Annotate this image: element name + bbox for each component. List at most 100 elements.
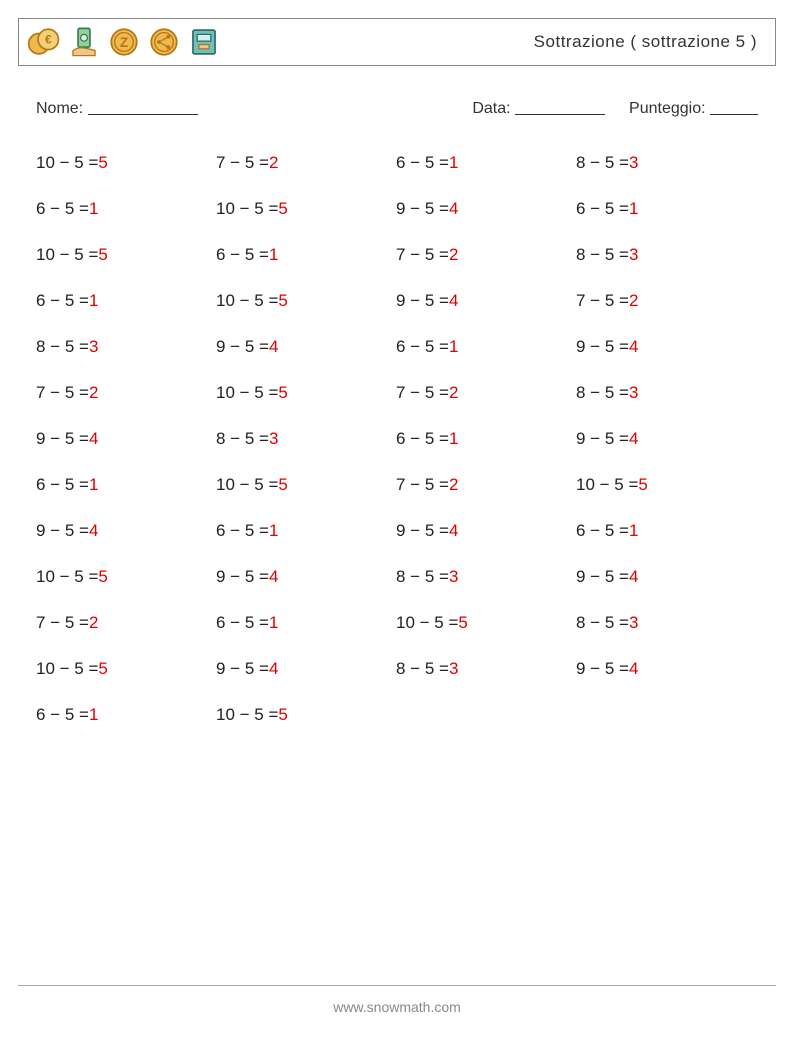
equation-text: 9 − 5 = bbox=[576, 337, 629, 357]
problem-cell: 6 − 5 = 1 bbox=[216, 232, 396, 278]
equation-text: 10 − 5 = bbox=[396, 613, 458, 633]
answer-text: 3 bbox=[89, 337, 98, 357]
nome-field: Nome: bbox=[36, 96, 198, 118]
problem-cell: 6 − 5 = 1 bbox=[36, 462, 216, 508]
problem-cell: 9 − 5 = 4 bbox=[36, 416, 216, 462]
problem-cell: 10 − 5 = 5 bbox=[216, 186, 396, 232]
problem-row: 9 − 5 = 46 − 5 = 19 − 5 = 46 − 5 = 1 bbox=[36, 508, 758, 554]
answer-text: 4 bbox=[269, 659, 278, 679]
equation-text: 6 − 5 = bbox=[576, 521, 629, 541]
problem-row: 7 − 5 = 210 − 5 = 57 − 5 = 28 − 5 = 3 bbox=[36, 370, 758, 416]
z-coin-icon: Z bbox=[107, 25, 141, 59]
problem-cell: 6 − 5 = 1 bbox=[396, 416, 576, 462]
answer-text: 3 bbox=[629, 153, 638, 173]
equation-text: 8 − 5 = bbox=[216, 429, 269, 449]
problem-cell: 7 − 5 = 2 bbox=[396, 232, 576, 278]
problem-cell: 6 − 5 = 1 bbox=[216, 508, 396, 554]
nome-blank bbox=[88, 98, 198, 115]
data-blank bbox=[515, 98, 605, 115]
svg-text:€: € bbox=[45, 33, 52, 47]
problem-cell: 6 − 5 = 1 bbox=[36, 692, 216, 738]
answer-text: 4 bbox=[89, 429, 98, 449]
answer-text: 4 bbox=[629, 429, 638, 449]
answer-text: 2 bbox=[629, 291, 638, 311]
info-line: Nome: Data: Punteggio: bbox=[36, 96, 758, 118]
problem-cell bbox=[576, 692, 756, 738]
problem-row: 6 − 5 = 110 − 5 = 59 − 5 = 46 − 5 = 1 bbox=[36, 186, 758, 232]
icon-row: € Z bbox=[27, 25, 221, 59]
problem-cell: 6 − 5 = 1 bbox=[36, 186, 216, 232]
answer-text: 1 bbox=[449, 337, 458, 357]
problem-row: 6 − 5 = 110 − 5 = 57 − 5 = 210 − 5 = 5 bbox=[36, 462, 758, 508]
answer-text: 1 bbox=[269, 521, 278, 541]
answer-text: 4 bbox=[449, 521, 458, 541]
answer-text: 5 bbox=[638, 475, 647, 495]
equation-text: 8 − 5 = bbox=[36, 337, 89, 357]
problem-cell: 9 − 5 = 4 bbox=[576, 324, 756, 370]
data-field: Data: bbox=[472, 96, 605, 118]
problem-cell: 8 − 5 = 3 bbox=[396, 646, 576, 692]
problem-cell: 9 − 5 = 4 bbox=[216, 554, 396, 600]
answer-text: 5 bbox=[98, 567, 107, 587]
equation-text: 9 − 5 = bbox=[576, 659, 629, 679]
problem-cell: 6 − 5 = 1 bbox=[396, 324, 576, 370]
equation-text: 6 − 5 = bbox=[216, 613, 269, 633]
equation-text: 10 − 5 = bbox=[576, 475, 638, 495]
atm-icon bbox=[187, 25, 221, 59]
equation-text: 6 − 5 = bbox=[36, 475, 89, 495]
answer-text: 4 bbox=[449, 291, 458, 311]
equation-text: 7 − 5 = bbox=[396, 383, 449, 403]
equation-text: 7 − 5 = bbox=[396, 245, 449, 265]
footer-rule bbox=[18, 985, 776, 987]
answer-text: 1 bbox=[449, 153, 458, 173]
nome-label: Nome: bbox=[36, 100, 83, 117]
punteggio-field: Punteggio: bbox=[605, 96, 758, 118]
equation-text: 7 − 5 = bbox=[576, 291, 629, 311]
equation-text: 8 − 5 = bbox=[396, 567, 449, 587]
answer-text: 2 bbox=[89, 613, 98, 633]
equation-text: 9 − 5 = bbox=[216, 659, 269, 679]
answer-text: 3 bbox=[269, 429, 278, 449]
equation-text: 10 − 5 = bbox=[216, 199, 278, 219]
answer-text: 2 bbox=[449, 245, 458, 265]
equation-text: 6 − 5 = bbox=[396, 429, 449, 449]
equation-text: 9 − 5 = bbox=[396, 199, 449, 219]
equation-text: 10 − 5 = bbox=[216, 705, 278, 725]
answer-text: 5 bbox=[98, 153, 107, 173]
answer-text: 4 bbox=[89, 521, 98, 541]
data-label: Data: bbox=[472, 100, 510, 117]
equation-text: 10 − 5 = bbox=[36, 245, 98, 265]
equation-text: 6 − 5 = bbox=[396, 337, 449, 357]
problem-cell: 6 − 5 = 1 bbox=[396, 140, 576, 186]
equation-text: 8 − 5 = bbox=[576, 153, 629, 173]
answer-text: 3 bbox=[629, 245, 638, 265]
problem-cell: 7 − 5 = 2 bbox=[396, 370, 576, 416]
problem-cell: 10 − 5 = 5 bbox=[36, 140, 216, 186]
equation-text: 6 − 5 = bbox=[396, 153, 449, 173]
answer-text: 5 bbox=[98, 245, 107, 265]
problem-cell: 7 − 5 = 2 bbox=[36, 600, 216, 646]
problem-cell: 10 − 5 = 5 bbox=[396, 600, 576, 646]
answer-text: 5 bbox=[98, 659, 107, 679]
problem-cell: 6 − 5 = 1 bbox=[36, 278, 216, 324]
answer-text: 5 bbox=[278, 291, 287, 311]
problem-cell: 10 − 5 = 5 bbox=[36, 554, 216, 600]
problem-cell: 7 − 5 = 2 bbox=[216, 140, 396, 186]
answer-text: 4 bbox=[629, 337, 638, 357]
equation-text: 6 − 5 = bbox=[576, 199, 629, 219]
equation-text: 10 − 5 = bbox=[36, 153, 98, 173]
answer-text: 2 bbox=[449, 475, 458, 495]
problem-cell: 9 − 5 = 4 bbox=[216, 646, 396, 692]
problem-cell: 8 − 5 = 3 bbox=[36, 324, 216, 370]
equation-text: 7 − 5 = bbox=[36, 383, 89, 403]
problem-cell: 9 − 5 = 4 bbox=[216, 324, 396, 370]
euro-coins-icon: € bbox=[27, 25, 61, 59]
problem-cell bbox=[396, 692, 576, 738]
problem-cell: 9 − 5 = 4 bbox=[36, 508, 216, 554]
equation-text: 6 − 5 = bbox=[36, 705, 89, 725]
answer-text: 3 bbox=[449, 659, 458, 679]
answer-text: 2 bbox=[269, 153, 278, 173]
worksheet-page: € Z Sottrazione ( sottrazione 5 ) Nome: bbox=[0, 0, 794, 1053]
answer-text: 5 bbox=[458, 613, 467, 633]
equation-text: 9 − 5 = bbox=[36, 429, 89, 449]
